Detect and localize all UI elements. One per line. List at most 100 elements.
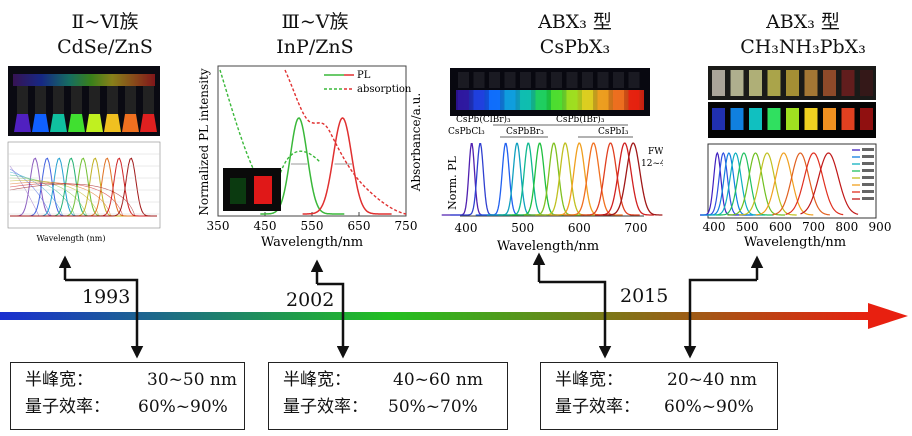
cspbx3-vial-cap (628, 72, 640, 88)
qy-value-3: 60%~90% (664, 397, 754, 417)
cdse-absorption (9, 181, 112, 217)
cdse-vial (86, 114, 103, 132)
panel-inp-xlabel: Wavelength/nm (261, 235, 363, 250)
label-cspbi3: CsPbI₃ (598, 127, 629, 137)
label-cspbclbr3: CsPb(ClBr)₃ (456, 114, 511, 125)
mapbx3-vial-ambient (767, 70, 781, 96)
qy-label-1: 量子效率： (25, 397, 110, 417)
mapbx3-vial-ambient (749, 70, 762, 96)
panel-cdse-xlabel: Wavelength (nm) (36, 234, 105, 243)
timeline-arrowhead (868, 303, 908, 329)
cspbx3-vial-cap (458, 72, 469, 88)
title-cspbx3-line2: CsPbX₃ (539, 36, 611, 58)
mapbx3-legend-text (862, 169, 874, 172)
inp-xtick-label: 650 (348, 219, 371, 233)
fwhm-value-1: 30~50 nm (147, 370, 237, 390)
cspbx3-vial (551, 90, 562, 110)
mapbx3-legend-text (862, 176, 874, 179)
cdse-vial-cap (143, 86, 154, 114)
cspbx3-vial (566, 90, 578, 110)
legend-absorption: absorption (357, 84, 412, 95)
panel-mapbx3: 400 500 600 700 800 900 Wavelength/nm (689, 66, 900, 258)
panel-cspbx3-xlabel: Wavelength/nm (497, 239, 599, 254)
mapbx3-spectrum (785, 152, 844, 216)
mapbx3-spectrum (772, 152, 830, 216)
mapbx3-vial-ambient (804, 70, 818, 96)
inp-vial-green (230, 178, 246, 204)
inp-absorption-green (219, 69, 321, 189)
panel-mapbx3-graphic: 400 500 600 700 800 900 Wavelength/nm (689, 66, 892, 250)
mapbx3-vial-uv (823, 108, 836, 130)
cdse-spectrum (10, 157, 157, 217)
panel-cdse: Wavelength (nm) (5, 66, 163, 244)
mapbx3-xtick-label: 700 (802, 220, 825, 234)
title-cspbx3: ABX₃ 型 CsPbX₃ (505, 10, 645, 60)
inp-pl-green (260, 117, 345, 215)
cspbx3-vial-cap (551, 72, 562, 88)
cspbx3-xtick-label: 600 (568, 221, 591, 235)
cspbx3-xtick-label: 500 (511, 221, 534, 235)
cspbx3-vial (504, 90, 516, 110)
cspbx3-vial (473, 90, 485, 110)
cspbx3-vial-cap (504, 72, 516, 88)
cspbx3-vial-cap (489, 72, 500, 88)
qy-value-2: 50%~70% (388, 397, 478, 417)
fwhm-label-1: 半峰宽： (25, 370, 93, 390)
title-inp: Ⅲ~Ⅴ族 InP/ZnS (245, 10, 385, 60)
qy-label-3: 量子效率： (555, 397, 640, 417)
qy-value-1: 60%~90% (138, 397, 228, 417)
qy-label-2: 量子效率： (283, 397, 368, 417)
cdse-absorption (9, 182, 124, 217)
timeline-bar (0, 312, 870, 320)
panel-inp: 350 450 550 650 750 PL absorption Normalized… (190, 62, 430, 257)
mapbx3-vial-ambient (860, 70, 873, 96)
mapbx3-legend-text (862, 183, 874, 186)
cdse-vial (32, 114, 49, 132)
inp-xtick-label: 550 (301, 219, 324, 233)
cspbx3-vial (628, 90, 640, 110)
cspbx3-vial (489, 90, 500, 110)
cspbx3-spectrum (603, 142, 663, 216)
cdse-vial (68, 114, 85, 132)
panel-inp-ylabel-right: Absorbance/a.u. (409, 93, 423, 192)
mapbx3-xtick-label: 800 (835, 220, 858, 234)
cdse-vial-cap (71, 86, 82, 114)
legend-pl: PL (357, 70, 371, 81)
cdse-absorption (9, 174, 76, 217)
mapbx3-vial-uv (804, 108, 818, 130)
cdse-absorption (9, 183, 136, 217)
panel-inp-ylabel-left: Normalized PL intensity (197, 68, 211, 215)
cspbx3-vial-cap (520, 72, 531, 88)
panel-cdse-graphic: Wavelength (nm) (7, 66, 161, 243)
inp-pl-red (302, 117, 392, 215)
panel-inp-graphic: 350 450 550 650 750 PL absorption Normalized… (197, 65, 423, 250)
label-cspbbr3: CsPbBr₃ (506, 127, 544, 137)
cdse-vial (14, 114, 31, 132)
inp-xtick-label: 350 (207, 219, 230, 233)
mapbx3-spectrum (800, 152, 859, 215)
mapbx3-vial-ambient (823, 70, 836, 96)
cspbx3-vial (520, 90, 531, 110)
mapbx3-vial-ambient (841, 70, 855, 96)
cspbx3-vial-cap (535, 72, 547, 88)
mapbx3-xtick-label: 500 (736, 220, 759, 234)
mapbx3-xtick-label: 900 (869, 220, 892, 234)
title-cdse-line1: Ⅱ~Ⅵ族 (71, 11, 139, 33)
label-cspbibr3: CsPb(IBr)₃ (556, 114, 605, 125)
cspbx3-vial (597, 90, 609, 110)
mapbx3-vial-uv (712, 108, 725, 130)
mapbx3-vial-uv (749, 108, 762, 130)
cdse-absorption (9, 180, 100, 217)
year-2015: 2015 (620, 285, 669, 307)
mapbx3-legend-text (862, 155, 874, 158)
mapbx3-legend-text (862, 197, 874, 200)
title-mapbx3: ABX₃ 型 CH₃NH₃PbX₃ (718, 10, 888, 60)
cdse-vial-cap (35, 86, 46, 114)
mapbx3-vial-uv (730, 108, 744, 130)
fwhm-value-3: 20~40 nm (667, 370, 757, 390)
mapbx3-legend-text (862, 190, 874, 193)
title-mapbx3-line1: ABX₃ 型 (766, 11, 840, 33)
inp-vial-red (254, 176, 272, 204)
fwhm-label-3: 半峰宽： (555, 370, 623, 390)
